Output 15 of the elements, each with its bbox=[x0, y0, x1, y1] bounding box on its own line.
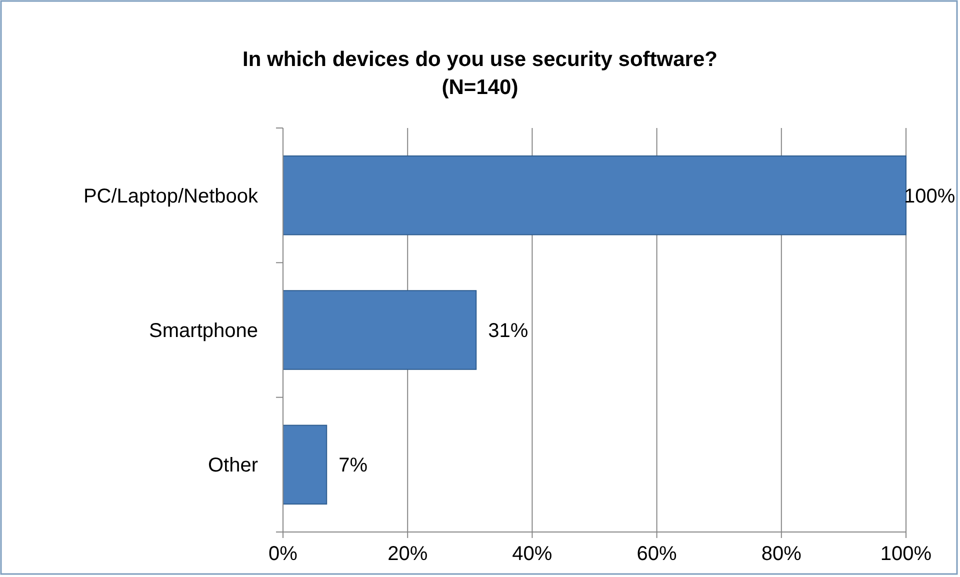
x-tick-label: 40% bbox=[512, 543, 552, 565]
x-tick-label: 20% bbox=[388, 543, 428, 565]
x-tick-label: 0% bbox=[268, 543, 298, 565]
bar bbox=[282, 290, 477, 370]
x-tick-label: 60% bbox=[636, 543, 678, 565]
data-label: 7% bbox=[338, 454, 368, 477]
data-label: 31% bbox=[488, 320, 528, 342]
y-tick-label: Smartphone bbox=[149, 320, 258, 342]
bar bbox=[282, 424, 328, 505]
x-tick-label: 100% bbox=[880, 543, 932, 565]
chart-title: In which devices do you use security software? (N=140) bbox=[242, 48, 718, 99]
x-tick-label: 80% bbox=[761, 543, 802, 565]
y-tick-label: Other bbox=[208, 454, 258, 477]
y-tick-label: PC/Laptop/Netbook bbox=[83, 185, 259, 208]
bar bbox=[282, 155, 906, 236]
